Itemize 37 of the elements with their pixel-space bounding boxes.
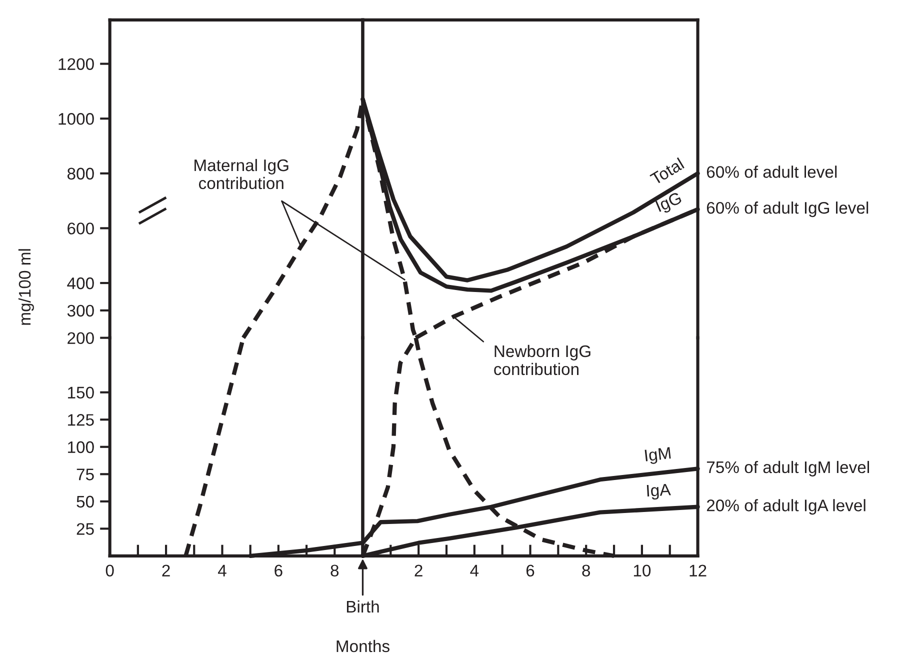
y-tick-label: 25 (76, 523, 94, 535)
text: 60% of adult level (706, 166, 837, 178)
x-tick-label: 8 (330, 564, 339, 577)
y-tick-label: 1000 (58, 113, 94, 125)
text: Birth (346, 600, 379, 613)
text: 20% of adult IgA level (706, 499, 866, 515)
text: 75% of adult IgM level (706, 460, 869, 476)
y-tick-label: 400 (67, 277, 94, 290)
x-tick-label: 2 (162, 564, 170, 576)
y-tick-label: 600 (68, 222, 94, 234)
x-tick-label: 6 (274, 564, 282, 577)
text: IgM (644, 447, 672, 465)
x-tick-label: 4 (218, 564, 226, 576)
text: Total (649, 157, 684, 186)
y-tick-label: 150 (68, 386, 94, 399)
x-tick-label: 10 (634, 564, 651, 577)
series-label: IgA (646, 484, 672, 500)
text: Maternal IgG contribution (194, 158, 288, 190)
x-tick-label: 0 (106, 564, 114, 577)
x-tick-label: 12 (690, 564, 706, 576)
y-tick-label: 800 (67, 168, 94, 180)
x-tick-label: 2 (414, 564, 422, 576)
x-tick-label: 8 (582, 564, 590, 577)
y-tick-label: 125 (68, 414, 94, 426)
y-tick-label: 100 (68, 441, 94, 454)
text: 60% of adult IgG level (706, 202, 868, 218)
y-tick-label: 50 (76, 496, 94, 508)
y-axis-title: mg/100 ml (18, 249, 34, 325)
y-tick-label: 200 (68, 332, 94, 344)
text: IgG (655, 192, 684, 216)
y-tick-label: 300 (67, 304, 94, 317)
text: Newborn IgG contribution (494, 344, 590, 376)
x-tick-label: 4 (470, 564, 479, 576)
y-tick-label: 1200 (58, 58, 94, 70)
y-tick-label: 75 (76, 468, 94, 480)
x-tick-label: 6 (526, 564, 534, 577)
x-axis-title: Months (336, 640, 390, 652)
